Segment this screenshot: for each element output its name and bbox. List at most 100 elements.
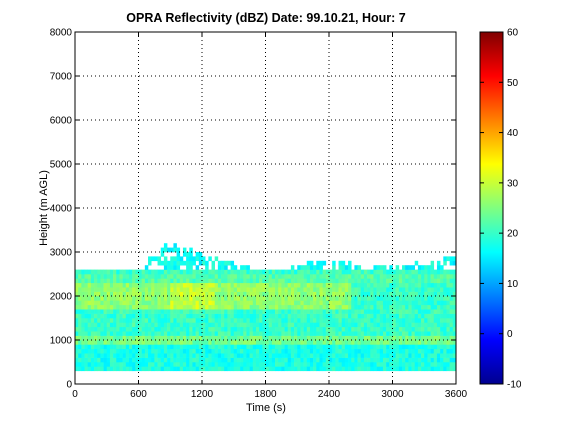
y-tick-label: 0: [66, 380, 72, 391]
heatmap-cell: [452, 274, 456, 279]
heatmap-cell: [246, 357, 250, 363]
heatmap-cell: [103, 291, 108, 297]
heatmap-cell: [106, 344, 111, 350]
heatmap-cell: [148, 353, 152, 358]
heatmap-cell: [281, 278, 285, 284]
heatmap-cell: [398, 331, 403, 336]
heatmap-cell: [262, 335, 266, 341]
heatmap-cell: [81, 287, 85, 292]
heatmap-cell: [195, 318, 200, 323]
x-tick-label: 2400: [318, 389, 341, 400]
heatmap-cell: [189, 335, 193, 341]
heatmap-cell: [262, 357, 266, 363]
heatmap-cell: [309, 269, 314, 275]
heatmap-cell: [132, 340, 136, 345]
heatmap-cell: [214, 362, 219, 367]
heatmap-cell: [414, 291, 419, 297]
heatmap-cell: [151, 348, 155, 354]
heatmap-cell: [363, 331, 368, 336]
heatmap-cell: [395, 269, 400, 275]
heatmap-cell: [217, 357, 222, 363]
heatmap-cell: [94, 344, 98, 350]
heatmap-cell: [360, 309, 365, 314]
heatmap-cell: [90, 362, 95, 367]
heatmap-cell: [268, 274, 273, 279]
heatmap-cell: [325, 326, 330, 332]
heatmap-cell: [408, 366, 412, 372]
heatmap-cell: [287, 296, 292, 301]
heatmap-cell: [224, 366, 228, 372]
heatmap-cell: [195, 326, 200, 332]
heatmap-cell: [360, 344, 365, 350]
heatmap-cell: [427, 269, 431, 275]
heatmap-cell: [160, 269, 165, 275]
heatmap-cell: [427, 309, 431, 314]
heatmap-cell: [230, 348, 235, 354]
heatmap-cell: [363, 313, 368, 319]
heatmap-cell: [402, 291, 406, 297]
heatmap-cell: [367, 304, 371, 310]
heatmap-cell: [265, 313, 269, 319]
heatmap-cell: [348, 313, 352, 319]
heatmap-cell: [290, 362, 295, 367]
heatmap-cell: [109, 348, 114, 354]
heatmap-cell: [221, 322, 225, 328]
heatmap-cell: [382, 331, 387, 336]
heatmap-cell: [325, 269, 330, 275]
heatmap-cell: [113, 318, 117, 323]
heatmap-cell: [370, 326, 374, 332]
heatmap-cell: [417, 274, 422, 279]
heatmap-cell: [259, 353, 263, 358]
heatmap-cell: [217, 309, 222, 314]
heatmap-cell: [281, 274, 285, 279]
heatmap-cell: [84, 357, 88, 363]
heatmap-cell: [329, 366, 333, 372]
heatmap-cell: [236, 318, 241, 323]
heatmap-cell: [341, 366, 346, 372]
heatmap-cell: [287, 274, 292, 279]
heatmap-cell: [376, 366, 381, 372]
heatmap-cell: [348, 357, 352, 363]
heatmap-cell: [135, 274, 139, 279]
heatmap-cell: [290, 282, 295, 288]
heatmap-cell: [202, 357, 206, 363]
heatmap-cell: [205, 366, 209, 372]
heatmap-cell: [427, 353, 431, 358]
heatmap-cell: [348, 296, 352, 301]
heatmap-cell: [402, 322, 406, 328]
heatmap-cell: [170, 274, 174, 279]
heatmap-cell: [446, 353, 450, 358]
heatmap-cell: [255, 296, 260, 301]
heatmap-cell: [398, 348, 403, 354]
heatmap-cell: [284, 366, 289, 372]
heatmap-cell: [227, 282, 231, 288]
heatmap-cell: [427, 326, 431, 332]
heatmap-cell: [306, 335, 311, 341]
heatmap-cell: [348, 269, 352, 275]
heatmap-cell: [414, 274, 419, 279]
heatmap-cell: [94, 362, 98, 367]
heatmap-cell: [192, 274, 196, 279]
heatmap-cell: [332, 326, 336, 332]
heatmap-cell: [176, 362, 181, 367]
heatmap-cell: [106, 353, 111, 358]
heatmap-cell: [192, 309, 196, 314]
heatmap-cell: [122, 269, 127, 275]
heatmap-cell: [284, 357, 289, 363]
heatmap-cell: [132, 366, 136, 372]
heatmap-cell: [338, 340, 342, 345]
heatmap-cell: [290, 335, 295, 341]
heatmap-cell: [449, 331, 454, 336]
heatmap-cell: [208, 357, 212, 363]
heatmap-cell: [100, 344, 104, 350]
heatmap-cell: [268, 335, 273, 341]
heatmap-cell: [348, 326, 352, 332]
heatmap-cell: [94, 274, 98, 279]
heatmap-cell: [309, 318, 314, 323]
heatmap-cell: [398, 300, 403, 306]
heatmap-cell: [103, 318, 108, 323]
heatmap-cell: [433, 287, 438, 292]
heatmap-cell: [357, 313, 362, 319]
heatmap-cell: [221, 326, 225, 332]
heatmap-cell: [144, 265, 149, 270]
